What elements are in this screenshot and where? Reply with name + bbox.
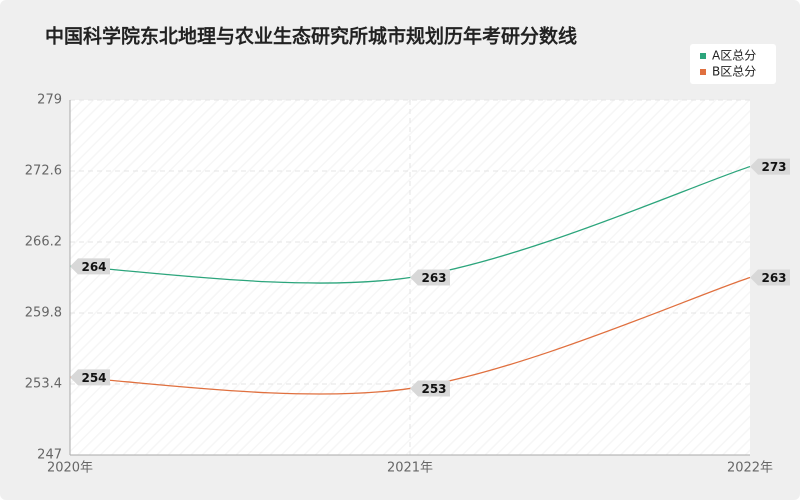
legend-label: A区总分	[712, 49, 756, 63]
y-tick-label: 279	[37, 93, 62, 108]
x-tick-label: 2021年	[387, 461, 433, 476]
x-tick-label: 2020年	[47, 461, 93, 476]
legend-swatch	[700, 69, 706, 75]
series-line	[69, 276, 751, 395]
value-label: 254	[81, 371, 106, 385]
legend-label: B区总分	[712, 65, 756, 79]
value-label: 264	[81, 260, 106, 274]
value-label: 253	[421, 382, 446, 396]
value-callout	[70, 369, 110, 386]
value-label: 273	[761, 160, 786, 174]
legend-swatch	[700, 53, 706, 59]
value-label: 263	[761, 271, 786, 285]
value-callout	[750, 269, 790, 286]
y-tick-label: 247	[37, 448, 62, 463]
value-callout	[410, 380, 450, 397]
value-callout	[410, 269, 450, 286]
value-callout	[750, 158, 790, 175]
y-tick-label: 266.2	[25, 235, 62, 250]
x-tick-label: 2022年	[727, 461, 773, 476]
value-label: 263	[421, 271, 446, 285]
legend-box	[690, 44, 776, 84]
y-tick-label: 259.8	[25, 306, 62, 321]
value-callout	[70, 258, 110, 275]
y-tick-label: 272.6	[25, 164, 62, 179]
chart-title: 中国科学院东北地理与农业生态研究所城市规划历年考研分数线	[45, 25, 577, 48]
y-tick-label: 253.4	[25, 377, 62, 392]
